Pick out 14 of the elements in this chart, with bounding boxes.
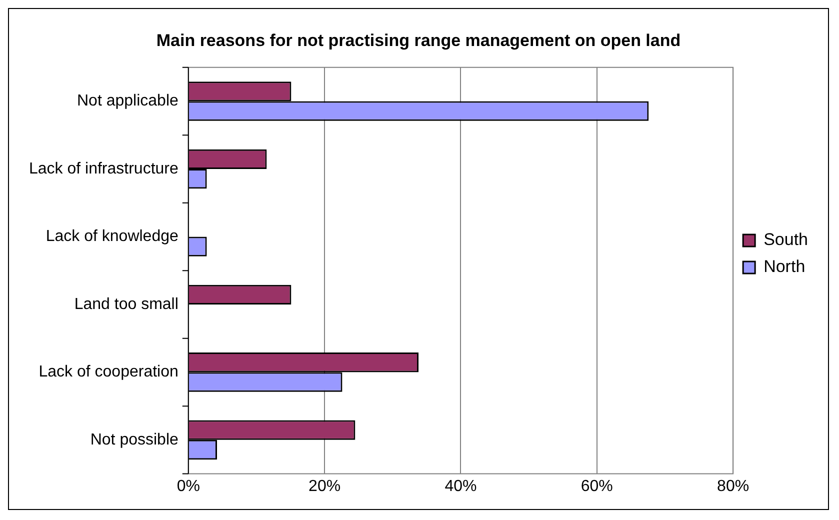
x-tick-label: 0%	[176, 478, 200, 495]
y-tick-label: Land too small	[74, 296, 178, 313]
y-tick-label: Not applicable	[76, 92, 178, 110]
x-tick-label: 80%	[717, 478, 750, 495]
y-tick-label: Not possible	[90, 431, 178, 448]
legend-label: South	[764, 230, 808, 250]
y-tick-label: Lack of knowledge	[46, 228, 178, 246]
chart-title: Main reasons for not practising range management on open land	[156, 30, 681, 50]
y-tick-label: Lack of infrastructure	[28, 160, 178, 178]
x-tick-label: 60%	[580, 478, 613, 495]
y-tick-label: Lack of cooperation	[38, 364, 178, 381]
x-tick-label: 20%	[308, 478, 341, 495]
legend-label: North	[764, 257, 806, 276]
x-tick-label: 40%	[444, 478, 477, 495]
